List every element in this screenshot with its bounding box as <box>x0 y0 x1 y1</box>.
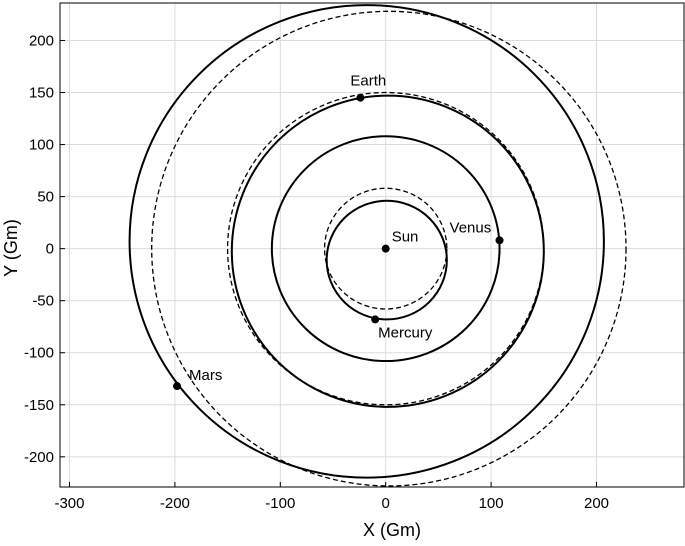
y-tick-label: -200 <box>24 449 54 466</box>
x-tick-label: 200 <box>584 495 609 512</box>
body-label: Mars <box>189 367 222 384</box>
y-tick-label: -100 <box>24 345 54 362</box>
y-tick-label: 100 <box>29 137 54 154</box>
orbit <box>128 4 605 479</box>
orbit <box>226 91 545 406</box>
body-point <box>371 315 380 324</box>
x-tick-label: -300 <box>54 495 84 512</box>
y-axis-label: Y (Gm) <box>1 219 21 277</box>
body-label: Earth <box>350 73 386 90</box>
body-point <box>356 93 365 102</box>
y-tick-label: 200 <box>29 32 54 49</box>
body-point <box>495 236 504 245</box>
orbit <box>151 10 627 487</box>
body-label: Sun <box>392 229 419 246</box>
body-label: Venus <box>450 219 492 236</box>
y-tick-label: 150 <box>29 85 54 102</box>
body-label: Mercury <box>378 324 433 341</box>
x-tick-label: -200 <box>160 495 190 512</box>
orbit <box>271 135 501 362</box>
body-point <box>173 382 181 391</box>
x-axis-label: X (Gm) <box>363 520 421 540</box>
x-tick-label: 100 <box>479 495 504 512</box>
orbit <box>325 199 448 321</box>
y-tick-label: 50 <box>37 189 54 206</box>
x-tick-label: -100 <box>265 495 295 512</box>
y-tick-label: -50 <box>32 293 54 310</box>
body-point <box>381 244 390 253</box>
orbit <box>323 187 448 310</box>
x-tick-label: 0 <box>382 495 390 512</box>
y-tick-label: 0 <box>46 241 54 258</box>
plot-frame <box>59 2 685 488</box>
y-tick-label: -150 <box>24 397 54 414</box>
